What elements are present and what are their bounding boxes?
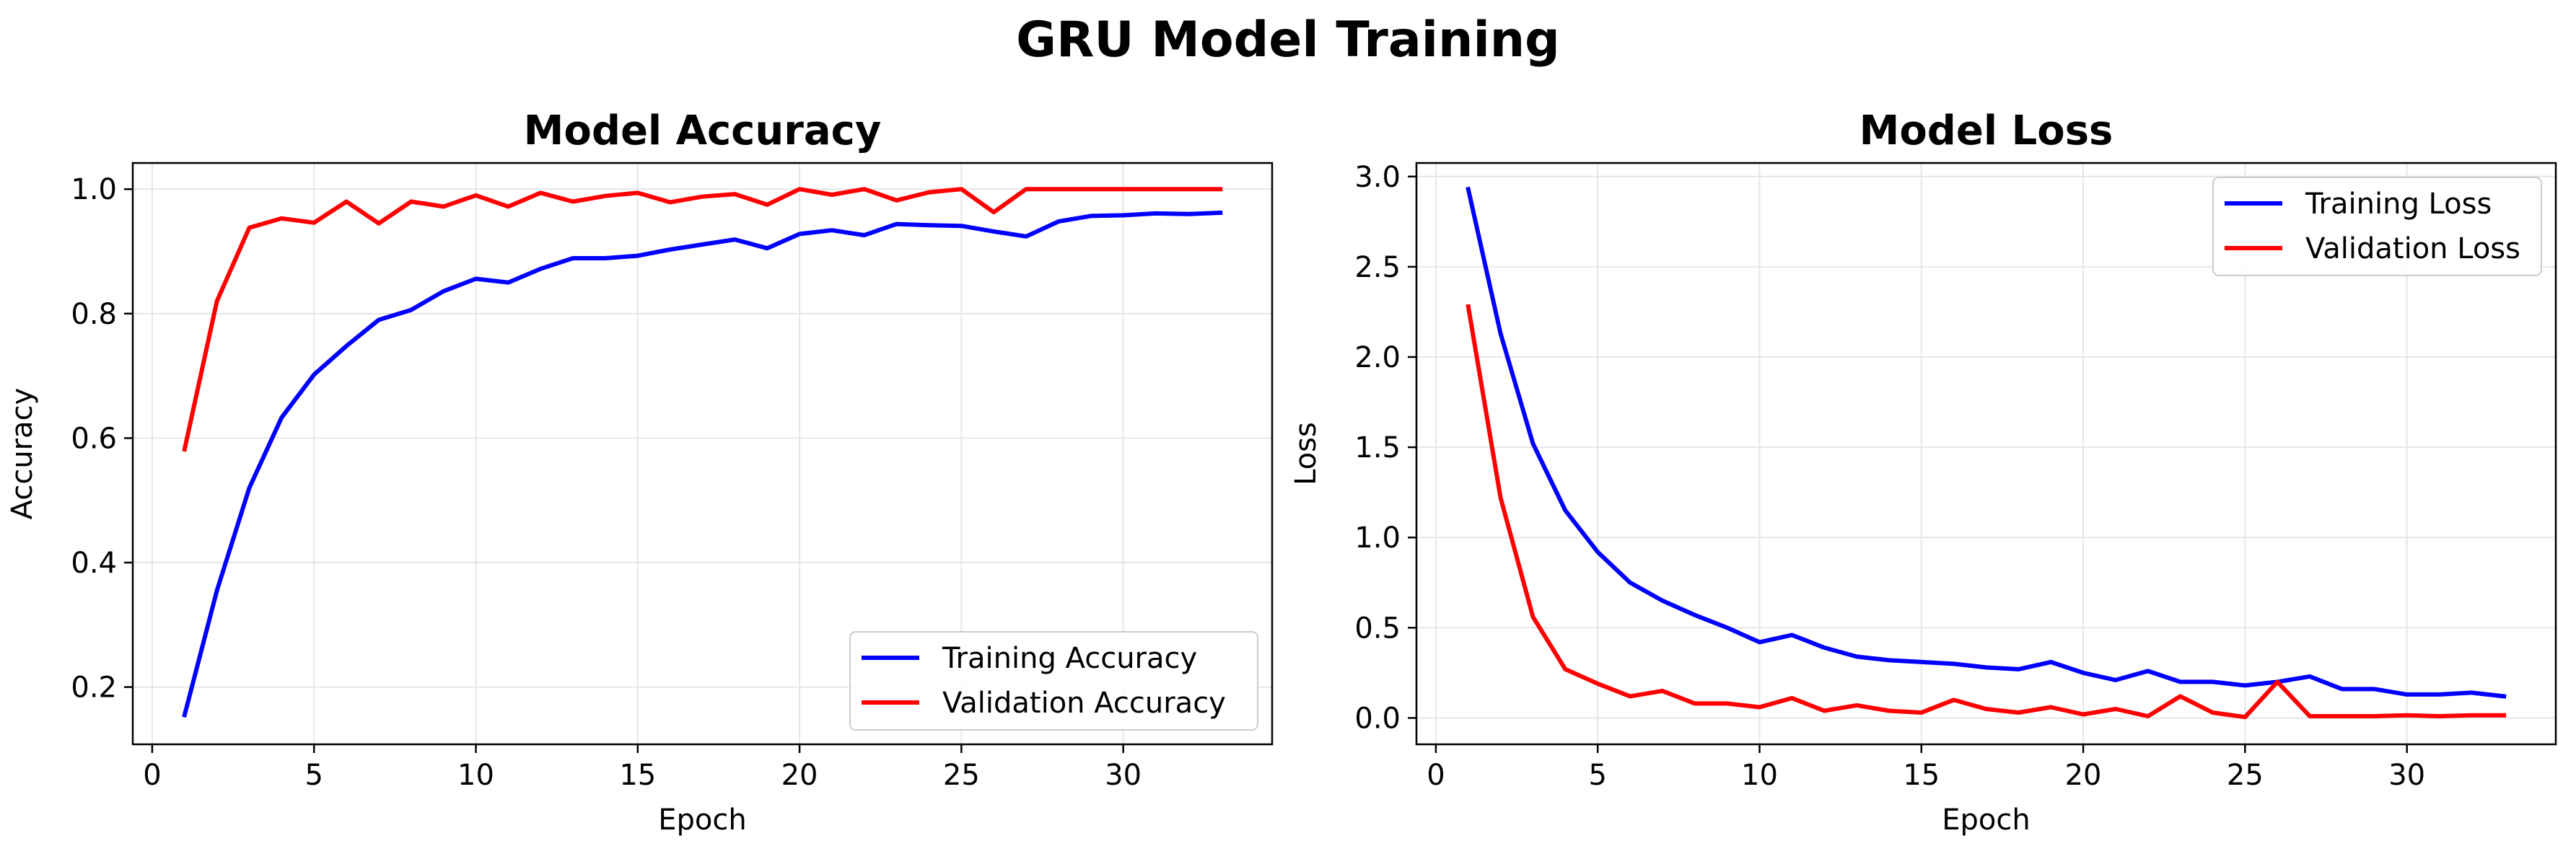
loss-x-tick-label: 15	[1903, 759, 1940, 792]
accuracy-x-tick-label: 30	[1105, 759, 1142, 792]
accuracy-chart: 0 5 10 15 20 25 30 0.2 0.4 0.6 0.8 1.0 Model Accurac…	[6, 107, 1274, 837]
loss-legend: Training Loss Validation Loss	[2212, 177, 2542, 276]
accuracy-chart-title: Model Accuracy	[524, 107, 882, 154]
loss-chart-title: Model Loss	[1859, 107, 2113, 154]
accuracy-y-axis-label: Accuracy	[6, 388, 39, 520]
loss-chart: 0 5 10 15 20 25 30 0.0 0.5 1.0 1.5 2.0 2.5 3.0 Model L…	[1289, 107, 2557, 837]
accuracy-x-tick-label: 5	[305, 759, 323, 792]
loss-x-tick-label: 30	[2388, 759, 2425, 792]
loss-legend-label-validation-loss: Validation Loss	[2305, 232, 2520, 265]
loss-x-axis-label: Epoch	[1942, 803, 2030, 837]
accuracy-x-tick-label: 0	[143, 759, 161, 792]
loss-legend-label-training-loss: Training Loss	[2305, 188, 2492, 221]
accuracy-y-tick-label: 0.4	[71, 547, 117, 580]
accuracy-y-tick-label: 0.8	[71, 298, 117, 331]
loss-x-tick-label: 25	[2227, 759, 2264, 792]
loss-y-tick-label: 2.0	[1354, 341, 1401, 374]
loss-y-tick-label: 2.5	[1354, 251, 1401, 284]
loss-axes-frame	[1415, 162, 2557, 746]
accuracy-legend-label-validation-accuracy: Validation Accuracy	[942, 687, 1226, 720]
loss-y-tick-label: 1.0	[1354, 521, 1401, 555]
accuracy-series-training-accuracy	[182, 210, 1223, 718]
accuracy-legend: Training Accuracy Validation Accuracy	[849, 631, 1258, 731]
loss-x-tick-label: 5	[1588, 759, 1606, 792]
loss-series-validation-loss	[1466, 304, 2507, 720]
accuracy-x-tick-label: 25	[943, 759, 980, 792]
loss-y-tick-label: 0.0	[1354, 702, 1401, 735]
figure-title: GRU Model Training	[1016, 12, 1560, 69]
loss-y-axis-label: Loss	[1289, 422, 1323, 485]
accuracy-y-tick-label: 1.0	[71, 173, 117, 206]
accuracy-axes-frame	[131, 162, 1274, 746]
accuracy-x-tick-label: 20	[781, 759, 818, 792]
accuracy-x-axis-label: Epoch	[658, 803, 746, 837]
loss-y-tick-label: 3.0	[1354, 161, 1401, 194]
accuracy-legend-box	[849, 631, 1258, 731]
accuracy-y-tick-label: 0.6	[71, 422, 117, 455]
accuracy-x-tick-label: 10	[457, 759, 494, 792]
loss-x-tick-label: 20	[2065, 759, 2102, 792]
loss-y-tick-label: 0.5	[1354, 612, 1401, 645]
accuracy-legend-label-training-accuracy: Training Accuracy	[942, 642, 1197, 675]
loss-y-tick-label: 1.5	[1354, 431, 1401, 464]
loss-x-tick-label: 0	[1427, 759, 1445, 792]
accuracy-series-validation-accuracy	[182, 187, 1223, 452]
loss-series-training-loss	[1466, 186, 2507, 699]
accuracy-x-tick-label: 15	[619, 759, 656, 792]
loss-legend-box	[2212, 177, 2542, 276]
accuracy-y-tick-label: 0.2	[71, 671, 117, 705]
loss-x-tick-label: 10	[1741, 759, 1778, 792]
